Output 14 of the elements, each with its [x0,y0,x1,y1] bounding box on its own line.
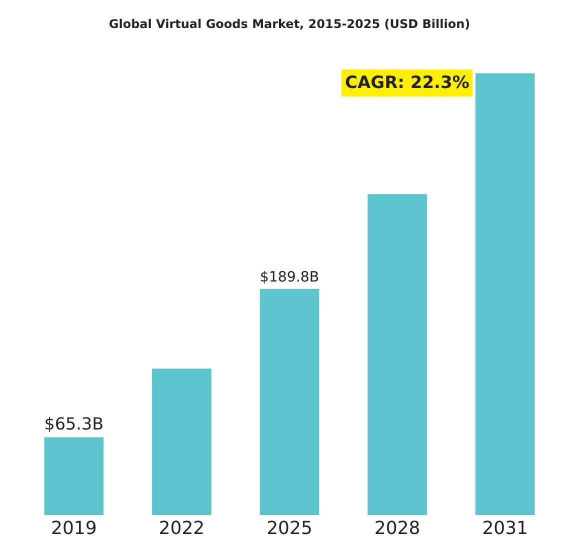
annotation: CAGR: 22.3% [345,73,470,93]
bar [152,368,212,515]
data-label: $189.8B [260,270,320,286]
x-tick-label: 2031 [482,518,528,539]
data-label: $65.3B [44,413,104,434]
bar [44,437,104,515]
x-tick-label: 2025 [266,518,312,539]
chart-title: Global Virtual Goods Market, 2015-2025 (USD Billion) [108,17,470,31]
bar [475,73,535,515]
bar [368,194,427,515]
bar [260,288,320,515]
x-tick-label: 2022 [158,518,205,539]
x-tick-label: 2028 [374,518,420,539]
x-tick-label: 2019 [50,518,97,539]
